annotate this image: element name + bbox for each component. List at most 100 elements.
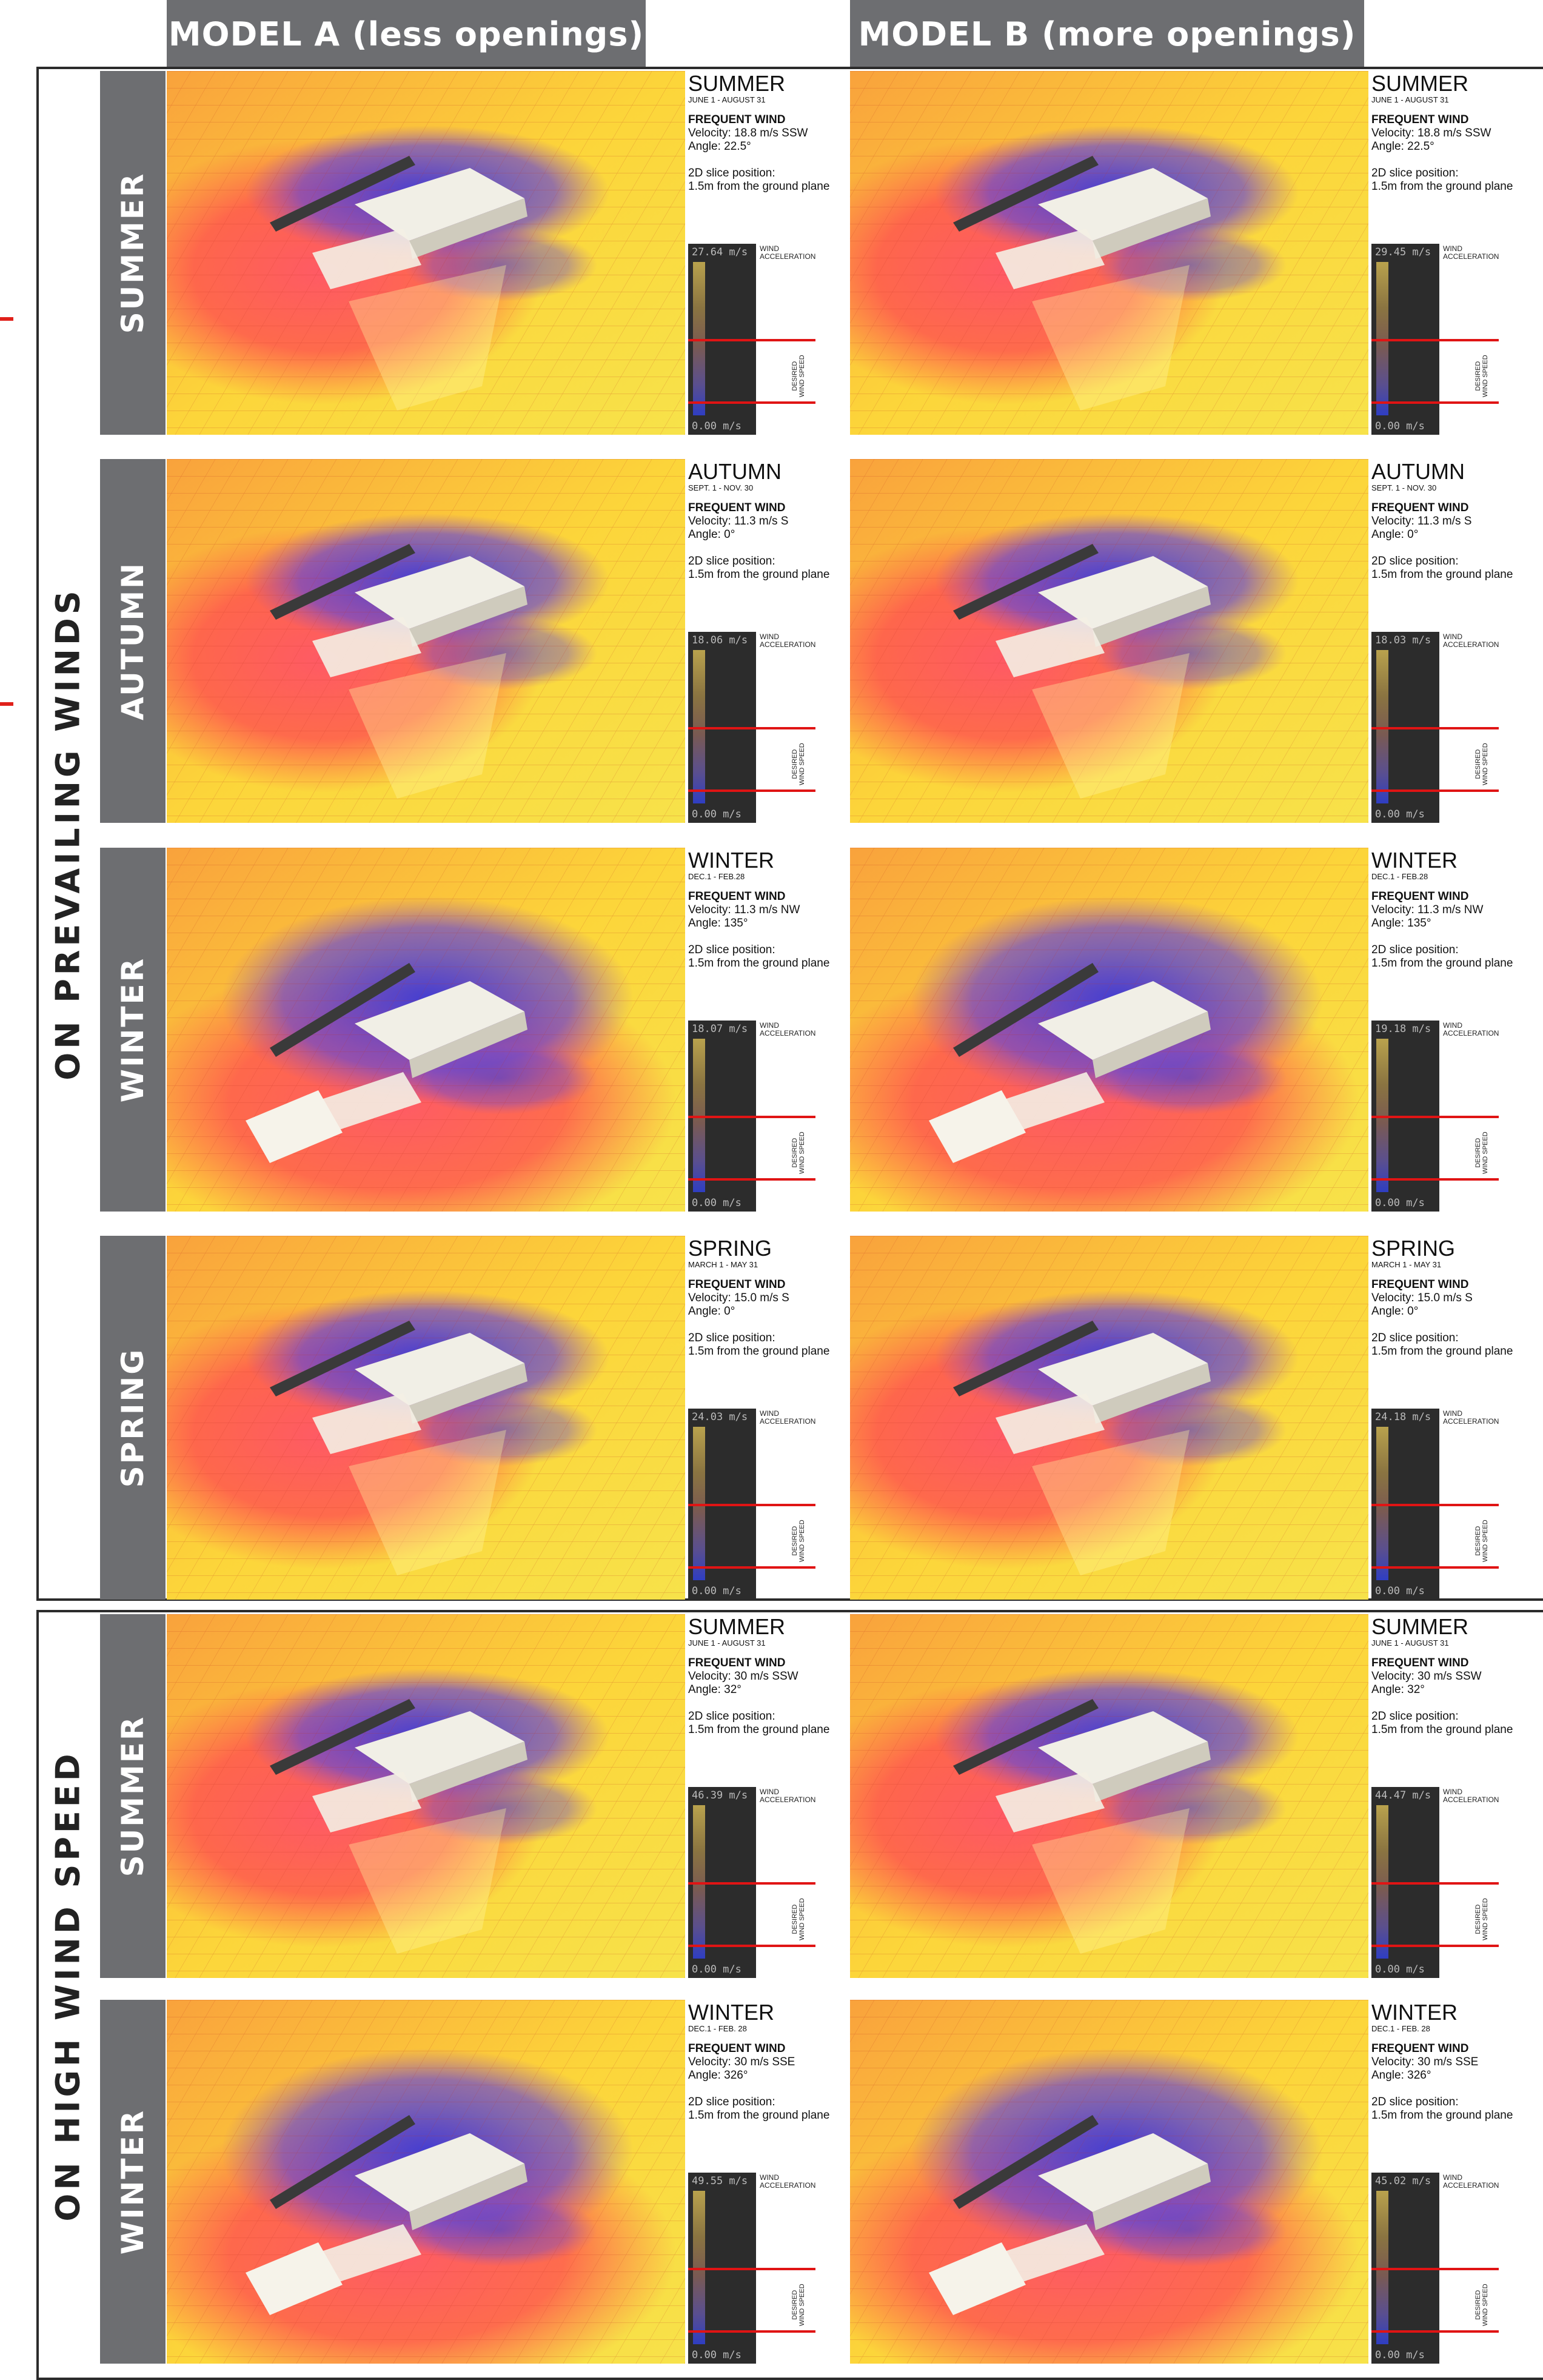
- wind-field-shape: [996, 1072, 1105, 1133]
- legend-min-value: 0.00 m/s: [692, 1585, 741, 1597]
- slice-position-value: 1.5m from the ground plane: [1371, 568, 1513, 581]
- angle-text: Angle: 0°: [688, 528, 735, 541]
- white-building-shape: [1038, 981, 1208, 1060]
- legend-min-value: 0.00 m/s: [1375, 1197, 1425, 1209]
- season-dates: DEC.1 - FEB. 28: [1371, 2024, 1430, 2033]
- legend-min-value: 0.00 m/s: [1375, 1963, 1425, 1976]
- desired-wind-speed-label: DESIRED WIND SPEED: [1474, 1131, 1489, 1174]
- slice-position-label: 2D slice position:: [688, 2096, 775, 2108]
- dark-building-shape: [270, 963, 415, 1057]
- frequent-wind-label: FREQUENT WIND: [688, 501, 786, 514]
- white-building-shape: [1038, 1333, 1208, 1406]
- info-block-model-b: SUMMER JUNE 1 - AUGUST 31 FREQUENT WIND Vel…: [1371, 1615, 1541, 1737]
- desired-wind-speed-label: DESIRED WIND SPEED: [791, 2284, 806, 2326]
- season-title: WINTER: [1371, 2000, 1458, 2025]
- desired-wind-speed-label: DESIRED WIND SPEED: [1474, 2284, 1489, 2326]
- desired-wind-speed-label: DESIRED WIND SPEED: [1474, 743, 1489, 785]
- season-sidebar: WINTER: [100, 848, 166, 1212]
- wind-field-shape: [409, 2164, 527, 2230]
- wind-field-shape: [409, 198, 527, 259]
- legend-max-value: 24.03 m/s: [692, 1411, 748, 1423]
- legend-max-value: 44.47 m/s: [1375, 1789, 1431, 1802]
- season-title: SUMMER: [688, 1614, 785, 1639]
- legend-color-bar: [1376, 1427, 1388, 1580]
- prevailing-winds-frame: [36, 67, 1543, 1601]
- slice-position-label: 2D slice position:: [1371, 1332, 1459, 1344]
- desired-speed-lower-line: [688, 1566, 815, 1569]
- season-vertical-label: AUTUMN: [115, 561, 150, 721]
- slice-position-label: 2D slice position:: [688, 1710, 775, 1723]
- wind-simulation-image: [850, 848, 1368, 1212]
- velocity-text: Velocity: 30 m/s SSW: [1371, 1670, 1482, 1683]
- spacer: [1371, 2082, 1541, 2096]
- season-dates: SEPT. 1 - NOV. 30: [688, 483, 754, 492]
- model-a-header: MODEL A (less openings): [167, 0, 646, 68]
- simulation-panel-model-a: [167, 71, 685, 435]
- slice-position-label: 2D slice position:: [688, 555, 775, 568]
- legend-max-value: 24.18 m/s: [1375, 1411, 1431, 1423]
- legend-min-value: 0.00 m/s: [1375, 420, 1425, 432]
- legend-min-value: 0.00 m/s: [1375, 808, 1425, 820]
- simulation-panel-model-b: [850, 459, 1368, 823]
- legend-max-value: 18.07 m/s: [692, 1023, 748, 1035]
- slice-position-value: 1.5m from the ground plane: [688, 2109, 830, 2122]
- frequent-wind-label: FREQUENT WIND: [688, 1657, 786, 1669]
- wind-field-shape: [1093, 1011, 1211, 1078]
- spacer: [688, 541, 858, 555]
- simulation-panel-model-a: [167, 459, 685, 823]
- frequent-wind-label: FREQUENT WIND: [1371, 1278, 1469, 1291]
- dark-building-shape: [270, 1699, 415, 1775]
- season-sidebar: AUTUMN: [100, 459, 166, 823]
- angle-text: Angle: 135°: [688, 917, 748, 930]
- info-block-model-a: WINTER DEC.1 - FEB.28 FREQUENT WIND Velocit…: [688, 849, 858, 970]
- spacer: [1371, 1318, 1541, 1332]
- legend-max-value: 18.06 m/s: [692, 634, 748, 646]
- info-block-model-a: SUMMER JUNE 1 - AUGUST 31 FREQUENT WIND Vel…: [688, 1615, 858, 1737]
- season-dates: DEC.1 - FEB.28: [688, 872, 745, 881]
- desired-speed-upper-line: [688, 2268, 815, 2270]
- dark-building-shape: [953, 2115, 1099, 2209]
- white-block-shape: [929, 1090, 1026, 1163]
- velocity-text: Velocity: 30 m/s SSE: [688, 2056, 795, 2068]
- velocity-text: Velocity: 18.8 m/s SSW: [1371, 127, 1491, 139]
- slice-position-value: 1.5m from the ground plane: [688, 1345, 830, 1358]
- legend-color-bar: [1376, 262, 1388, 415]
- white-building-shape: [355, 556, 524, 629]
- wind-simulation-image: [167, 459, 685, 823]
- legend-min-value: 0.00 m/s: [692, 1963, 741, 1976]
- wind-field-shape: [996, 1772, 1105, 1832]
- desired-speed-lower-line: [688, 1178, 815, 1181]
- legend-max-value: 29.45 m/s: [1375, 246, 1431, 258]
- desired-speed-upper-line: [688, 727, 815, 729]
- simulation-panel-model-a: [167, 1236, 685, 1600]
- slice-position-label: 2D slice position:: [688, 944, 775, 956]
- info-block-model-b: AUTUMN SEPT. 1 - NOV. 30 FREQUENT WIND Velo…: [1371, 460, 1541, 582]
- dark-building-shape: [953, 1699, 1099, 1775]
- velocity-text: Velocity: 11.3 m/s S: [1371, 515, 1472, 528]
- wind-acceleration-label: WIND ACCELERATION: [760, 244, 816, 261]
- wind-acceleration-label: WIND ACCELERATION: [1443, 244, 1499, 261]
- desired-speed-lower-line: [1371, 1945, 1499, 1947]
- season-title: AUTUMN: [1371, 459, 1465, 484]
- wind-field-shape: [409, 1363, 527, 1424]
- wind-simulation-image: [850, 1614, 1368, 1978]
- wind-simulation-image: [850, 459, 1368, 823]
- info-block-model-b: SUMMER JUNE 1 - AUGUST 31 FREQUENT WIND Vel…: [1371, 72, 1541, 193]
- season-sidebar: SPRING: [100, 1236, 166, 1600]
- desired-speed-upper-line: [1371, 1116, 1499, 1118]
- white-building-shape: [355, 981, 524, 1060]
- legend-color-bar: [1376, 1805, 1388, 1959]
- legend-min-value: 0.00 m/s: [692, 808, 741, 820]
- angle-text: Angle: 326°: [688, 2069, 748, 2082]
- dark-building-shape: [270, 544, 415, 620]
- desired-speed-lower-line: [688, 2330, 815, 2333]
- desired-speed-upper-line: [688, 1882, 815, 1885]
- velocity-text: Velocity: 11.3 m/s NW: [688, 903, 800, 916]
- desired-wind-speed-label: DESIRED WIND SPEED: [791, 743, 806, 785]
- wind-simulation-image: [167, 1236, 685, 1600]
- wind-acceleration-label: WIND ACCELERATION: [760, 2173, 816, 2190]
- desired-speed-upper-line: [1371, 2268, 1499, 2270]
- wind-simulation-image: [167, 71, 685, 435]
- season-title: SUMMER: [1371, 1614, 1468, 1639]
- legend-color-bar: [693, 1427, 705, 1580]
